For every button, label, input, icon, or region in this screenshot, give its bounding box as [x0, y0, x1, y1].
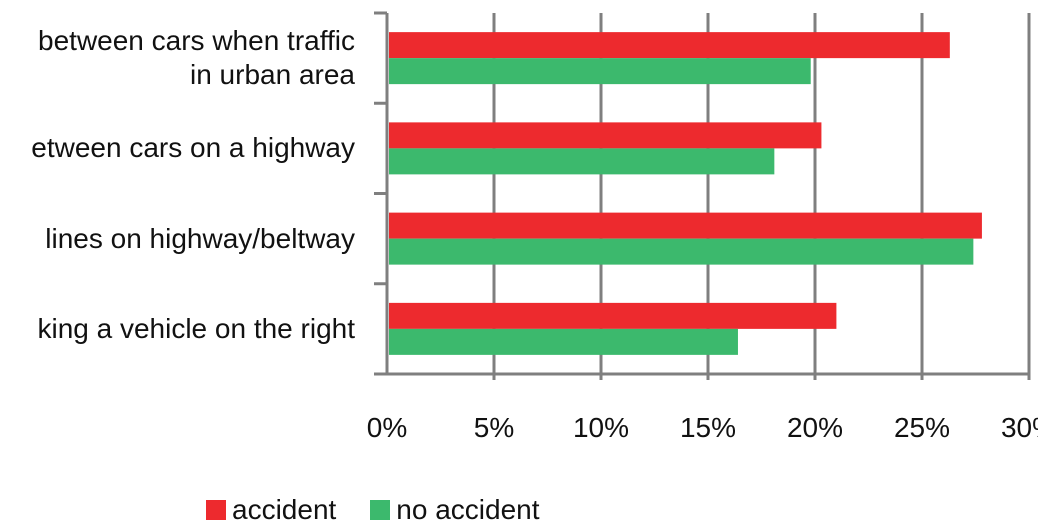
category-label-line: etween cars on a highway	[31, 132, 355, 164]
category-label: lines on highway/beltway	[45, 222, 355, 256]
bar-no-accident-1	[389, 148, 775, 175]
category-label: king a vehicle on the right	[37, 312, 355, 346]
category-label-line: lines on highway/beltway	[45, 222, 355, 254]
x-tick-label: 15%	[679, 412, 737, 443]
x-tick-label: 5%	[473, 412, 515, 443]
category-label-line: between cars when traffic	[38, 25, 355, 57]
x-tick-label: 0%	[366, 412, 408, 443]
category-label: between cars when traffic in urban area	[38, 24, 355, 92]
category-label-line: in urban area	[189, 59, 355, 91]
x-tick-label: 10%	[572, 412, 630, 443]
legend: accident no accident	[206, 493, 574, 527]
legend-swatch	[206, 500, 226, 520]
bar-no-accident-3	[389, 328, 738, 355]
category-label-line: king a vehicle on the right	[37, 312, 355, 344]
legend-item: accident	[206, 494, 336, 526]
x-tick-label: 20%	[786, 412, 844, 443]
bar-accident-2	[389, 212, 982, 239]
legend-label: no accident	[396, 494, 540, 525]
bar-accident-3	[389, 302, 837, 329]
bar-accident-1	[389, 122, 822, 149]
x-tick-label: 25%	[893, 412, 951, 443]
legend-swatch	[370, 500, 391, 520]
x-tick-label: 30%	[1000, 412, 1038, 443]
legend-item: no accident	[370, 494, 540, 526]
legend-label: accident	[232, 494, 337, 525]
bar-accident-0	[389, 32, 950, 59]
bar-no-accident-2	[389, 238, 974, 265]
bar-no-accident-0	[389, 58, 811, 85]
category-label: etween cars on a highway	[31, 131, 355, 165]
